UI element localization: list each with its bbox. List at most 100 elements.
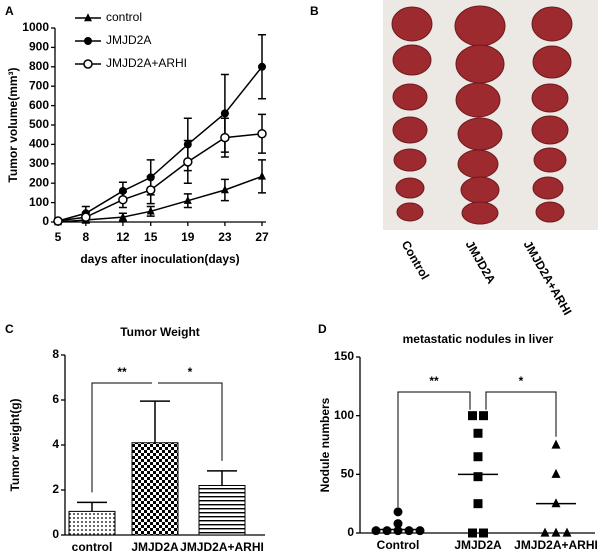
panel-letter: C <box>5 322 14 336</box>
marker <box>146 206 155 215</box>
marker <box>183 157 193 167</box>
significance-label: ** <box>429 374 439 388</box>
marker <box>540 527 550 537</box>
x-tick-label: JMJD2A+ARHI <box>180 540 264 553</box>
group-label: Control <box>399 238 432 282</box>
panel-letter: B <box>310 4 319 18</box>
y-tick-label: 600 <box>29 98 49 112</box>
panel-letter: A <box>5 4 14 18</box>
x-tick-label: JMJD2A <box>454 538 502 552</box>
marker <box>220 185 229 194</box>
marker <box>393 526 403 536</box>
marker <box>258 62 266 71</box>
significance-bracket <box>485 391 557 437</box>
marker <box>473 472 483 482</box>
marker <box>468 411 477 421</box>
marker <box>562 527 572 537</box>
marker <box>415 526 425 536</box>
marker <box>220 109 229 118</box>
x-tick-label: 15 <box>144 230 158 244</box>
y-tick-label: 6 <box>52 392 59 406</box>
error-bar <box>77 501 107 512</box>
marker <box>551 498 561 508</box>
marker <box>371 526 381 536</box>
y-tick-label: 400 <box>29 137 49 151</box>
y-axis-title: Tumor weight(g) <box>8 398 22 491</box>
marker <box>479 411 488 421</box>
significance-bracket <box>158 382 223 461</box>
bar <box>131 442 179 536</box>
significance-bracket <box>397 391 471 508</box>
y-tick-label: 300 <box>29 156 49 170</box>
bar <box>68 510 116 536</box>
marker <box>404 526 414 536</box>
chart-title: metastatic nodules in liver <box>403 332 554 346</box>
marker <box>81 212 91 222</box>
x-tick-label: JMJD2A <box>131 540 179 553</box>
significance-label: * <box>188 365 193 379</box>
y-tick-label: 0 <box>42 214 49 228</box>
significance-label: ** <box>117 365 127 379</box>
marker <box>551 527 561 537</box>
marker <box>258 171 266 180</box>
x-tick-label: 5 <box>55 230 62 244</box>
x-tick-label: 12 <box>116 230 130 244</box>
series-line <box>57 66 263 222</box>
marker <box>53 216 63 226</box>
x-tick-label: JMJD2A+ARHI <box>514 538 598 552</box>
y-tick-label: 0 <box>52 527 59 541</box>
y-tick-label: 2 <box>52 482 59 496</box>
y-axis-title: Nodule numbers <box>318 397 332 492</box>
legend-label: JMJD2A+ARHI <box>106 56 187 70</box>
x-tick-label: 8 <box>82 230 89 244</box>
group-label: JMJD2A <box>463 238 499 286</box>
x-tick-label: 23 <box>218 230 232 244</box>
error-bar <box>140 400 170 443</box>
y-tick-label: 8 <box>52 347 59 361</box>
x-tick-label: Control <box>377 538 420 552</box>
marker <box>84 13 92 22</box>
marker <box>145 185 156 195</box>
y-tick-label: 0 <box>347 525 354 539</box>
photo <box>383 0 598 230</box>
marker <box>393 507 403 517</box>
marker <box>393 519 403 529</box>
x-tick-label: 27 <box>255 230 269 244</box>
x-tick-label: control <box>72 540 113 553</box>
marker <box>473 499 483 509</box>
bar <box>198 485 246 536</box>
marker <box>118 194 128 205</box>
marker <box>473 428 483 438</box>
significance-label: * <box>519 374 524 388</box>
chart-title: Tumor Weight <box>120 325 200 339</box>
marker <box>468 528 477 538</box>
y-tick-label: 150 <box>334 349 354 363</box>
marker <box>473 452 483 462</box>
marker <box>257 128 267 139</box>
marker <box>183 195 192 204</box>
significance-bracket <box>91 382 152 493</box>
legend-label: JMJD2A <box>106 33 151 47</box>
y-tick-label: 800 <box>29 59 49 73</box>
marker <box>479 528 488 538</box>
y-tick-label: 4 <box>52 437 59 451</box>
y-axis-title: Tumor volume(mm³) <box>6 67 20 182</box>
marker <box>551 439 561 449</box>
error-bar <box>207 470 237 486</box>
y-tick-label: 50 <box>341 467 355 481</box>
y-tick-label: 500 <box>29 117 49 131</box>
y-tick-label: 100 <box>334 408 354 422</box>
marker <box>84 37 92 45</box>
legend-label: control <box>106 10 142 24</box>
x-axis-title: days after inoculation(days) <box>80 252 239 266</box>
marker <box>382 526 392 536</box>
marker <box>551 468 561 478</box>
y-tick-label: 1000 <box>22 20 49 34</box>
y-tick-label: 100 <box>29 195 49 209</box>
marker <box>220 132 230 143</box>
marker <box>83 59 93 69</box>
group-label: JMJD2A+ARHI <box>521 238 575 317</box>
x-tick-label: 19 <box>181 230 195 244</box>
y-tick-label: 900 <box>29 40 49 54</box>
